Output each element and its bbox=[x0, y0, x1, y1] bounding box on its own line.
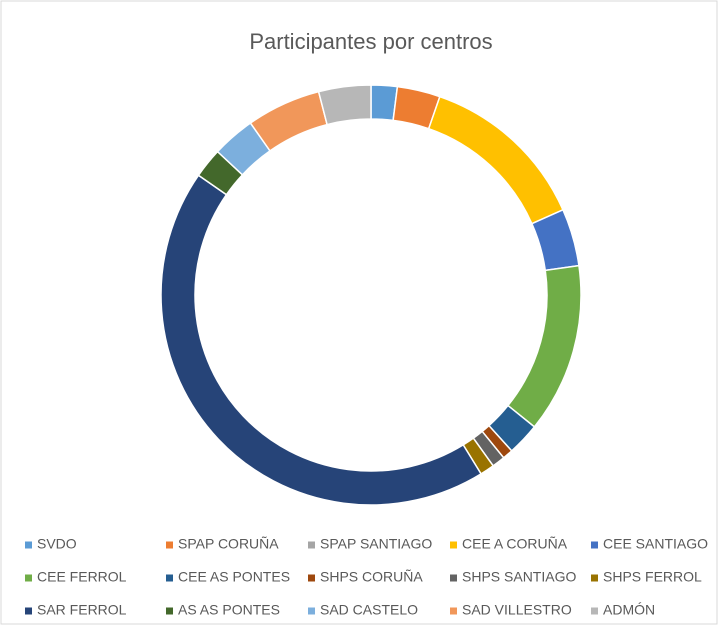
legend-swatch bbox=[591, 541, 598, 549]
legend-label: SPAP SANTIAGO bbox=[320, 536, 432, 552]
legend-label: CEE SANTIAGO bbox=[603, 536, 708, 552]
legend-label: SAD CASTELO bbox=[320, 602, 418, 618]
chart-title: Participantes por centros bbox=[249, 29, 492, 54]
donut-segment bbox=[317, 84, 372, 126]
legend-swatch bbox=[25, 541, 32, 549]
legend-swatch bbox=[308, 574, 315, 582]
legend-label: CEE AS PONTES bbox=[178, 569, 290, 585]
legend-swatch bbox=[591, 574, 598, 582]
legend-swatch bbox=[308, 607, 315, 615]
legend-label: AS AS PONTES bbox=[178, 602, 280, 618]
legend-swatch bbox=[450, 607, 457, 615]
legend-swatch bbox=[166, 607, 173, 615]
legend-swatch bbox=[450, 574, 457, 582]
legend-label: SPAP CORUÑA bbox=[178, 536, 279, 552]
legend-label: SHPS FERROL bbox=[603, 569, 702, 585]
legend-swatch bbox=[308, 541, 315, 549]
legend-swatch bbox=[166, 541, 173, 549]
legend-label: ADMÓN bbox=[603, 602, 655, 618]
legend-swatch bbox=[166, 574, 173, 582]
legend-swatch bbox=[25, 574, 32, 582]
legend-label: CEE FERROL bbox=[37, 569, 127, 585]
legend-label: SAR FERROL bbox=[37, 602, 127, 618]
legend-label: SVDO bbox=[37, 536, 77, 552]
legend-label: SHPS SANTIAGO bbox=[462, 569, 576, 585]
legend-label: CEE A CORUÑA bbox=[462, 536, 568, 552]
legend-swatch bbox=[591, 607, 598, 615]
legend-swatch bbox=[25, 607, 32, 615]
legend-label: SAD VILLESTRO bbox=[462, 602, 572, 618]
legend-label: SHPS CORUÑA bbox=[320, 569, 423, 585]
legend-swatch bbox=[450, 541, 457, 549]
